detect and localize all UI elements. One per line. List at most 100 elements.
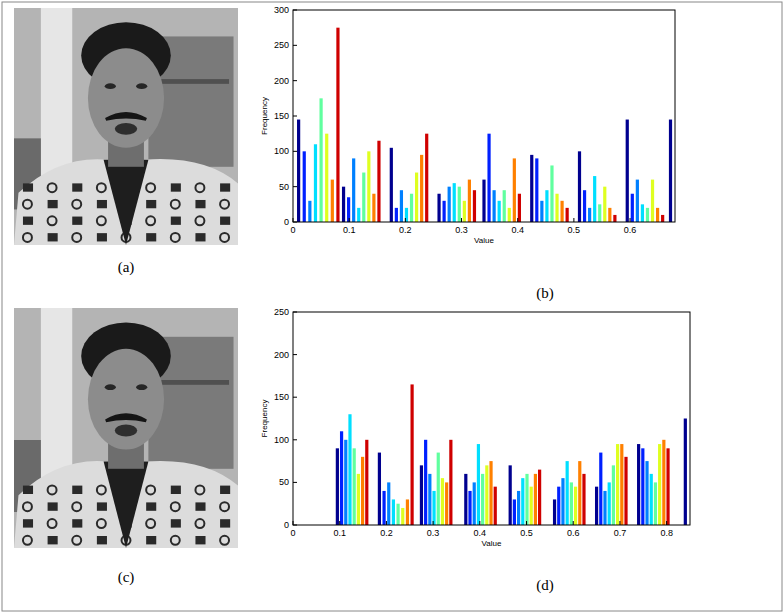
bar (557, 487, 560, 525)
bar (620, 444, 623, 525)
bar (437, 194, 440, 222)
bar (578, 461, 581, 525)
bar (443, 201, 446, 222)
x-tick (573, 521, 574, 525)
photo-pattern (72, 502, 81, 511)
y-tick (293, 45, 297, 46)
photo-pattern (72, 217, 82, 225)
x-tick-label: 0.2 (380, 528, 393, 538)
x-tick (339, 521, 340, 525)
bar (477, 444, 480, 525)
y-tick-label: 200 (274, 350, 289, 360)
bar (641, 448, 644, 525)
photo-pattern (97, 183, 106, 192)
bar (308, 201, 311, 222)
bar (448, 187, 451, 222)
axes-frame (293, 312, 690, 525)
x-tick-label: 0.3 (455, 225, 468, 235)
bar (578, 151, 581, 222)
x-tick-label: 0.3 (427, 528, 440, 538)
bar (509, 465, 512, 525)
photo-pattern (97, 216, 106, 225)
y-tick-label: 100 (274, 146, 289, 156)
bar (348, 414, 351, 525)
x-tick (666, 521, 667, 525)
bar (378, 453, 381, 525)
bar (661, 215, 664, 222)
bar (513, 499, 516, 525)
y-tick (293, 397, 297, 398)
photo-pattern (171, 200, 180, 209)
bar (340, 431, 343, 525)
y-tick-label: 0 (284, 217, 289, 227)
bar (603, 187, 606, 222)
photo-pattern (146, 200, 156, 208)
bar (636, 180, 639, 222)
bar (593, 176, 596, 222)
bar (342, 187, 345, 222)
bar (473, 190, 476, 222)
photo-pattern (48, 485, 57, 494)
panel-label: (c) (118, 569, 135, 586)
photo-pattern (97, 502, 107, 510)
bar (453, 183, 456, 222)
panel-label: (b) (536, 285, 554, 302)
x-tick-label: 0.7 (614, 528, 627, 538)
y-tick-label: 250 (274, 307, 289, 317)
photo-mustache (106, 113, 146, 119)
bar (362, 173, 365, 222)
x-tick (349, 218, 350, 222)
bar (521, 478, 524, 525)
bar (411, 384, 414, 525)
photo-pattern (195, 485, 204, 494)
photo-pattern (97, 200, 107, 208)
bar (441, 478, 444, 525)
x-tick (386, 521, 387, 525)
photo-pattern (146, 502, 156, 510)
bar (645, 461, 648, 525)
bar (662, 440, 665, 525)
photo-pattern (195, 536, 205, 544)
bar (650, 474, 653, 525)
bar (508, 208, 511, 222)
y-tick (293, 439, 297, 440)
bar (424, 440, 427, 525)
x-tick (293, 521, 294, 525)
bar (437, 453, 440, 525)
bar (297, 120, 300, 222)
bar (425, 134, 428, 222)
bar (449, 440, 452, 525)
photo-eye (105, 83, 116, 89)
bars (336, 384, 687, 525)
photo-pattern (220, 200, 229, 209)
chart: 00.10.20.30.40.50.60.70.8050100150200250… (260, 307, 690, 548)
panel-label: (a) (118, 259, 135, 276)
x-tick-label: 0.6 (567, 528, 580, 538)
photo-pattern (23, 200, 32, 209)
bar (608, 208, 611, 222)
photo-pattern (72, 183, 82, 191)
bar (336, 28, 339, 222)
bar (392, 499, 395, 525)
x-tick-label: 0.2 (399, 225, 412, 235)
bar (365, 440, 368, 525)
y-tick (293, 10, 297, 11)
x-tick-label: 0.5 (520, 528, 533, 538)
bar (401, 508, 404, 525)
x-axis-title: Value (474, 236, 494, 245)
bar (372, 194, 375, 222)
photo-pattern (146, 233, 156, 241)
bar (303, 151, 306, 222)
y-tick-label: 300 (274, 5, 289, 15)
bar (377, 141, 380, 222)
photo-pattern (220, 217, 230, 225)
photo-collar (104, 462, 149, 548)
y-tick-label: 0 (284, 520, 289, 530)
bar (473, 482, 476, 525)
x-tick-label: 0.4 (511, 225, 524, 235)
bar (493, 190, 496, 222)
bar (319, 98, 322, 222)
bar (400, 190, 403, 222)
y-tick-label: 50 (279, 477, 289, 487)
bar (353, 448, 356, 525)
